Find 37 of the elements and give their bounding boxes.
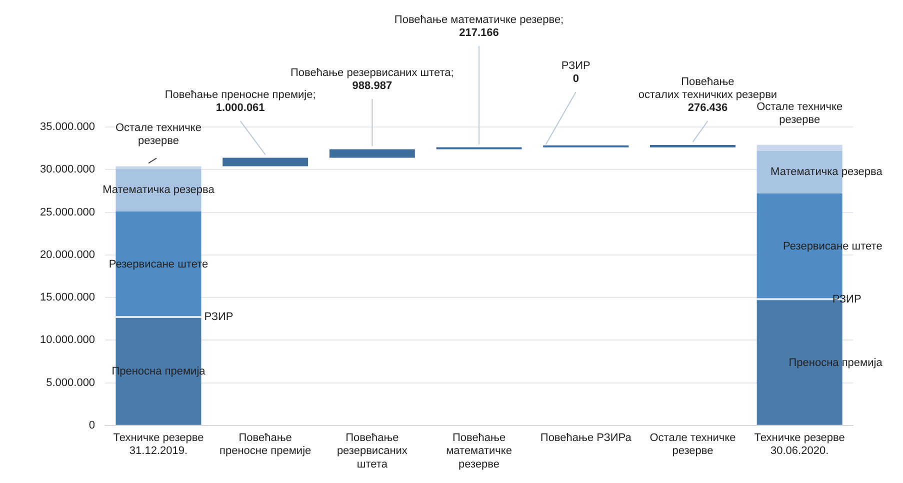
x-tick-label: Повећање РЗИРа <box>540 432 632 444</box>
text: РЗИР <box>204 311 234 324</box>
data-label: 0 <box>572 73 579 86</box>
y-tick-label: 25.000.000 <box>40 206 96 218</box>
bar <box>222 158 308 166</box>
y-tick-label: 30.000.000 <box>40 164 96 176</box>
text: Повећање резервисаних штета; <box>290 67 454 80</box>
x-tick-label: Повећање резервисаних штета <box>336 432 408 470</box>
y-tick-label: 10.000.000 <box>40 334 96 346</box>
series-label: Математичка резерва <box>102 184 216 196</box>
x-tick-label: Техничке резерве 30.06.2020. <box>754 432 845 458</box>
bar <box>329 149 415 158</box>
x-tick-label: Техничке резерве 31.12.2019. <box>113 432 204 458</box>
text: Повећање преносне премије; <box>164 89 316 102</box>
text: Повећање математичке резерве; <box>394 14 564 26</box>
text: Преносна премија <box>788 356 882 369</box>
y-tick-label: 5.000.000 <box>46 376 96 389</box>
y-tick-label: 35.000.000 <box>40 121 96 134</box>
bar <box>756 150 842 194</box>
y-tick-label: 20.000.000 <box>40 248 96 261</box>
text: РЗИР <box>561 60 590 72</box>
x-tick-label: Остале техничке резерве <box>650 432 736 458</box>
y-tick-label: 15.000.000 <box>40 292 96 304</box>
data-label: 217.166 <box>459 27 499 40</box>
text: Остале техничке резерве <box>756 100 843 126</box>
text: Повећање осталих техничких резерви <box>638 76 778 102</box>
series-label: РЗИР <box>832 293 862 306</box>
data-label: 988.987 <box>352 80 392 92</box>
x-tick-label: Повећање математичке резерве <box>446 432 512 470</box>
y-tick-label: 0 <box>88 419 96 432</box>
data-label: 1.000.061 <box>216 102 265 114</box>
data-label: 276.436 <box>688 102 728 114</box>
text: Математичка резерва <box>770 166 882 178</box>
bar <box>116 166 202 169</box>
bar <box>756 144 842 151</box>
series-label: Остале техничке резерве <box>115 122 202 148</box>
x-tick-label: Повећање преносне премије <box>220 432 312 458</box>
